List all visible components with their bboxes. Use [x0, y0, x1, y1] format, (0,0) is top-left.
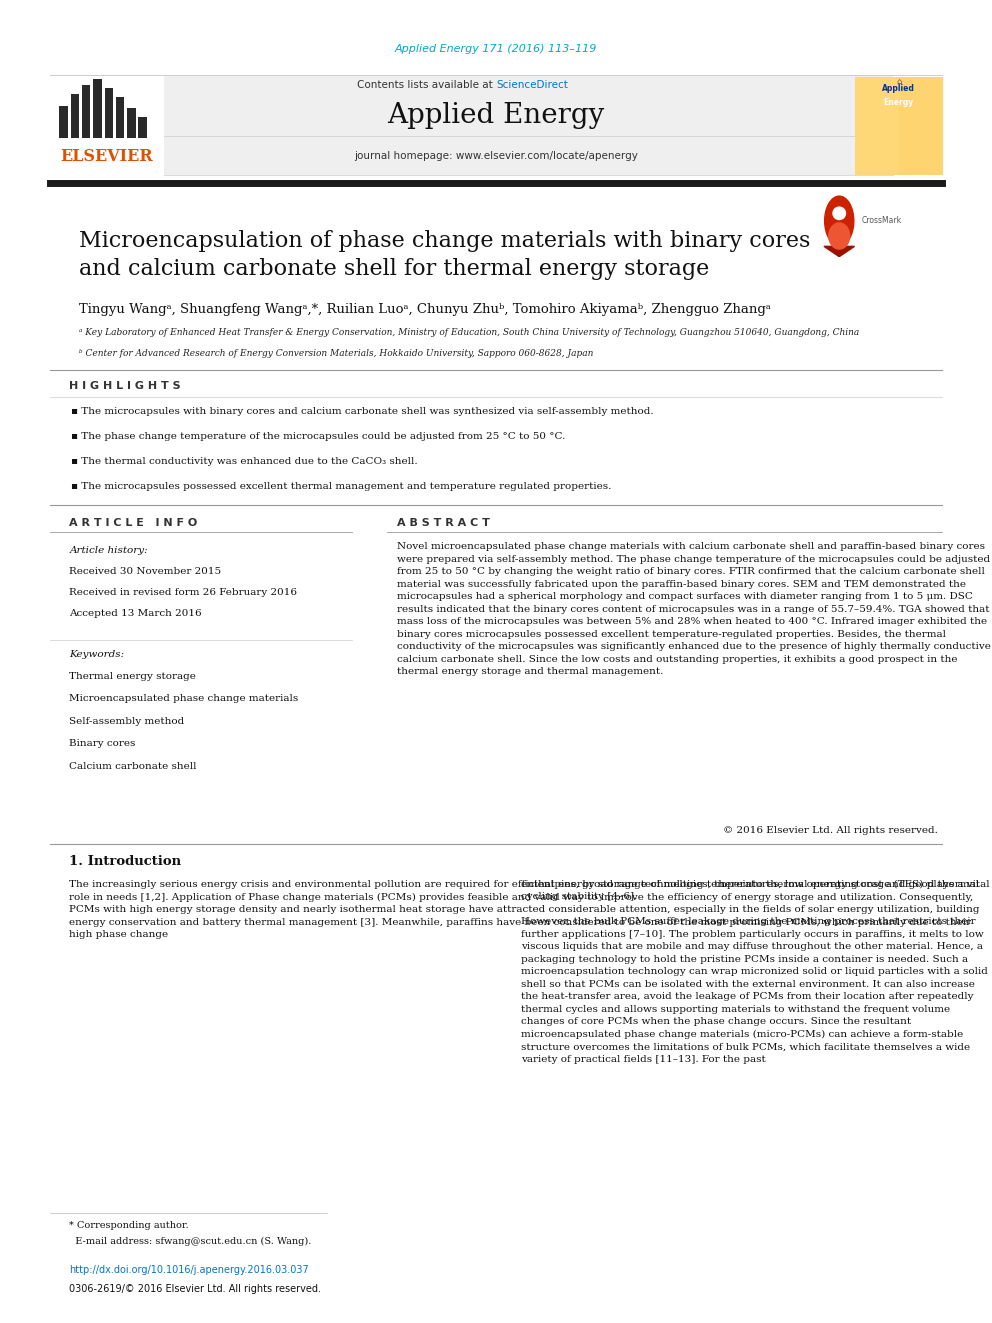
- Ellipse shape: [824, 196, 854, 246]
- Text: Tingyu Wangᵃ, Shuangfeng Wangᵃ,*, Ruilian Luoᵃ, Chunyu Zhuᵇ, Tomohiro Akiyamaᵇ, : Tingyu Wangᵃ, Shuangfeng Wangᵃ,*, Ruilia…: [79, 303, 771, 316]
- Text: A R T I C L E   I N F O: A R T I C L E I N F O: [69, 517, 197, 528]
- Text: Microencapsulation of phase change materials with binary cores
and calcium carbo: Microencapsulation of phase change mater…: [79, 230, 810, 280]
- Text: ELSEVIER: ELSEVIER: [60, 148, 153, 164]
- Text: Applied: Applied: [882, 83, 916, 93]
- Text: ᵇ Center for Advanced Research of Energy Conversion Materials, Hokkaido Universi: ᵇ Center for Advanced Research of Energy…: [79, 349, 594, 357]
- FancyBboxPatch shape: [164, 75, 893, 175]
- Text: ⌂: ⌂: [896, 77, 902, 86]
- Text: 1. Introduction: 1. Introduction: [69, 855, 182, 868]
- Text: Applied Energy 171 (2016) 113–119: Applied Energy 171 (2016) 113–119: [395, 44, 597, 54]
- Ellipse shape: [833, 208, 845, 220]
- Bar: [104, 89, 113, 138]
- Text: Applied Energy: Applied Energy: [387, 102, 605, 128]
- Bar: [127, 108, 136, 138]
- Bar: [70, 94, 79, 138]
- Text: 0306-2619/© 2016 Elsevier Ltd. All rights reserved.: 0306-2619/© 2016 Elsevier Ltd. All right…: [69, 1283, 321, 1294]
- Bar: [60, 106, 67, 138]
- Bar: [93, 79, 102, 138]
- Text: E-mail address: sfwang@scut.edu.cn (S. Wang).: E-mail address: sfwang@scut.edu.cn (S. W…: [69, 1237, 311, 1245]
- Text: CrossMark: CrossMark: [861, 217, 902, 225]
- Bar: [82, 85, 90, 138]
- Bar: [116, 97, 124, 138]
- Text: Energy: Energy: [884, 98, 914, 107]
- Text: ▪ The phase change temperature of the microcapsules could be adjusted from 25 °C: ▪ The phase change temperature of the mi…: [71, 433, 565, 441]
- Text: Received in revised form 26 February 2016: Received in revised form 26 February 201…: [69, 589, 298, 597]
- Text: Article history:: Article history:: [69, 546, 148, 554]
- Text: Received 30 November 2015: Received 30 November 2015: [69, 568, 221, 576]
- Text: ᵃ Key Laboratory of Enhanced Heat Transfer & Energy Conservation, Ministry of Ed: ᵃ Key Laboratory of Enhanced Heat Transf…: [79, 328, 860, 336]
- Text: Calcium carbonate shell: Calcium carbonate shell: [69, 762, 197, 770]
- Ellipse shape: [828, 224, 849, 249]
- Text: Contents lists available at: Contents lists available at: [357, 79, 496, 90]
- Text: Thermal energy storage: Thermal energy storage: [69, 672, 196, 680]
- Text: Keywords:: Keywords:: [69, 651, 125, 659]
- Text: journal homepage: www.elsevier.com/locate/apenergy: journal homepage: www.elsevier.com/locat…: [354, 151, 638, 161]
- Text: Microencapsulated phase change materials: Microencapsulated phase change materials: [69, 695, 299, 703]
- Text: Self-assembly method: Self-assembly method: [69, 717, 185, 725]
- Bar: [139, 118, 147, 138]
- Text: H I G H L I G H T S: H I G H L I G H T S: [69, 381, 182, 392]
- Text: The increasingly serious energy crisis and environmental pollution are required : The increasingly serious energy crisis a…: [69, 880, 990, 939]
- Text: Accepted 13 March 2016: Accepted 13 March 2016: [69, 610, 202, 618]
- Text: * Corresponding author.: * Corresponding author.: [69, 1221, 189, 1229]
- Text: ▪ The thermal conductivity was enhanced due to the CaCO₃ shell.: ▪ The thermal conductivity was enhanced …: [71, 458, 418, 466]
- Polygon shape: [824, 246, 854, 257]
- Text: ScienceDirect: ScienceDirect: [496, 79, 567, 90]
- Text: A B S T R A C T: A B S T R A C T: [397, 517, 490, 528]
- Text: Novel microencapsulated phase change materials with calcium carbonate shell and : Novel microencapsulated phase change mat…: [397, 542, 991, 676]
- Text: ▪ The microcapsules possessed excellent thermal management and temperature regul: ▪ The microcapsules possessed excellent …: [71, 483, 612, 491]
- Text: http://dx.doi.org/10.1016/j.apenergy.2016.03.037: http://dx.doi.org/10.1016/j.apenergy.201…: [69, 1265, 310, 1275]
- Text: enthalpies, broad range of melting temperatures, low operating cost and good the: enthalpies, broad range of melting tempe…: [521, 880, 988, 1064]
- Text: ▪ The microcapsules with binary cores and calcium carbonate shell was synthesize: ▪ The microcapsules with binary cores an…: [71, 407, 654, 415]
- Text: © 2016 Elsevier Ltd. All rights reserved.: © 2016 Elsevier Ltd. All rights reserved…: [722, 827, 937, 835]
- Text: Binary cores: Binary cores: [69, 740, 136, 747]
